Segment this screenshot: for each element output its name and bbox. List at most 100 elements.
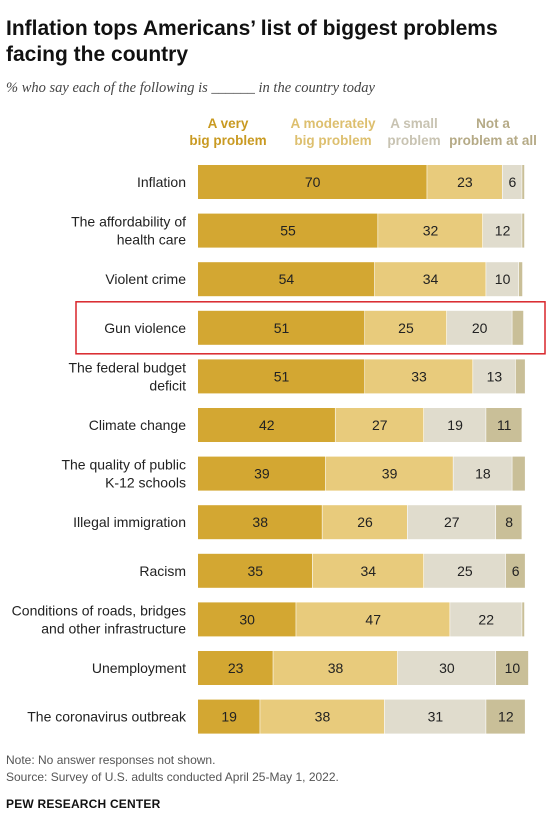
bar-segment	[365, 359, 473, 394]
category-label: Racism	[139, 563, 186, 579]
chart-note: Note: No answer responses not shown.	[6, 753, 216, 767]
category-label: The federal budget	[68, 359, 186, 375]
bar-segment	[198, 553, 313, 588]
data-label: 54	[279, 271, 295, 287]
bar-segment	[322, 505, 407, 540]
brand-footer: PEW RESEARCH CENTER	[6, 797, 161, 811]
bar-segment	[407, 505, 496, 540]
highlight-box	[75, 301, 546, 355]
data-label: 19	[221, 709, 237, 725]
data-label: 38	[252, 514, 268, 530]
bar-segment	[325, 456, 453, 491]
bar-segment	[502, 165, 522, 199]
data-label: 30	[239, 611, 255, 627]
data-label: 12	[498, 709, 514, 725]
bar-segment	[198, 165, 427, 199]
bar-segment	[198, 359, 365, 394]
category-label: Violent crime	[105, 271, 186, 287]
data-label: 23	[457, 174, 473, 190]
bar-segment	[378, 213, 483, 248]
bar-segment	[496, 505, 522, 540]
bar-segment	[486, 408, 522, 442]
data-label: 30	[439, 660, 455, 676]
data-label: 22	[478, 611, 494, 627]
data-label: 19	[447, 417, 463, 433]
data-label: 25	[457, 563, 473, 579]
bar-segment	[453, 456, 512, 491]
bar-segment	[384, 699, 486, 734]
data-label: 26	[357, 514, 373, 530]
data-label: 51	[274, 368, 290, 384]
bar-segment	[198, 408, 335, 442]
legend-label: Not a	[476, 116, 510, 131]
data-label: 47	[365, 611, 381, 627]
bar-segment	[365, 310, 447, 345]
legend-label: A small	[390, 116, 438, 131]
bar-segment	[450, 602, 522, 637]
chart-source: Source: Survey of U.S. adults conducted …	[6, 770, 339, 784]
bar-segment	[397, 651, 496, 685]
legend-label: problem	[387, 133, 440, 148]
data-label: 34	[361, 563, 377, 579]
data-label: 6	[512, 563, 520, 579]
bar-segment	[496, 651, 529, 685]
category-label: Gun violence	[104, 320, 186, 336]
stacked-bar-chart: A very big problem A moderately big problem…	[12, 116, 546, 734]
data-label: 38	[328, 660, 344, 676]
bar-segment	[374, 262, 486, 297]
bar-segment	[515, 359, 525, 394]
bar-segment	[198, 602, 296, 637]
category-label: The coronavirus outbreak	[27, 709, 187, 725]
data-label: 10	[495, 271, 511, 287]
data-label: 6	[509, 174, 517, 190]
data-label: 8	[505, 514, 513, 530]
bar-segment	[423, 408, 486, 442]
data-label: 20	[472, 320, 488, 336]
data-label: 27	[444, 514, 460, 530]
data-label: 39	[382, 466, 398, 482]
data-label: 25	[398, 320, 414, 336]
bar-segment	[198, 456, 326, 491]
category-label: Climate change	[89, 417, 186, 433]
chart-title: Inflation tops Americans’ list of bigges…	[6, 17, 498, 66]
category-label: deficit	[149, 377, 186, 393]
bar-segment	[198, 310, 365, 345]
data-label: 42	[259, 417, 275, 433]
bar-segment	[518, 262, 523, 297]
bar-segment	[486, 262, 519, 297]
category-label: K-12 schools	[105, 475, 186, 491]
bar-segment	[198, 213, 378, 248]
data-label: 55	[280, 223, 296, 239]
bar-segment	[473, 359, 516, 394]
category-label: Illegal immigration	[73, 514, 186, 530]
category-label: health care	[117, 232, 186, 248]
bar-segment	[198, 262, 375, 297]
data-label: 27	[372, 417, 388, 433]
data-label: 35	[248, 563, 264, 579]
bar-segment	[423, 553, 506, 588]
data-label: 23	[228, 660, 244, 676]
legend-label: big problem	[189, 133, 266, 148]
bar-segment	[273, 651, 398, 685]
data-label: 34	[423, 271, 439, 287]
bar-segment	[260, 699, 385, 734]
category-label: Inflation	[137, 174, 186, 190]
data-label: 31	[428, 709, 444, 725]
bar-segment	[522, 602, 525, 637]
bar-segment	[296, 602, 450, 637]
category-label: and other infrastructure	[41, 620, 186, 636]
data-label: 32	[423, 223, 439, 239]
bar-segment	[522, 213, 525, 248]
category-label: Unemployment	[92, 660, 186, 676]
data-label: 51	[274, 320, 290, 336]
bar-segment	[512, 310, 524, 345]
legend-label: big problem	[294, 133, 371, 148]
bar-segment	[482, 213, 522, 248]
data-label: 70	[305, 174, 321, 190]
bar-segment	[198, 651, 273, 685]
data-label: 13	[487, 368, 503, 384]
category-label: Conditions of roads, bridges	[12, 602, 186, 618]
data-label: 39	[254, 466, 270, 482]
data-label: 12	[495, 223, 511, 239]
bar-segment	[198, 505, 322, 540]
